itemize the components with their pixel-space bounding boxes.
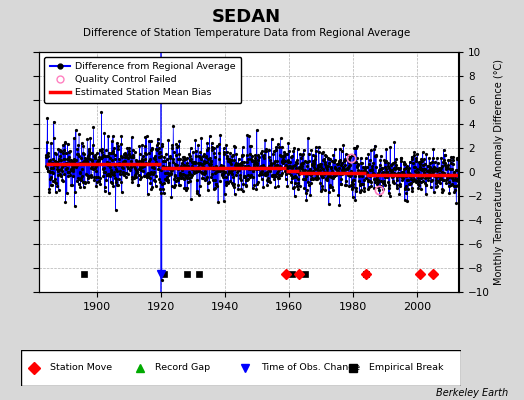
Text: Station Move: Station Move <box>50 364 112 372</box>
Text: SEDAN: SEDAN <box>212 8 281 26</box>
Text: Time of Obs. Change: Time of Obs. Change <box>261 364 360 372</box>
Legend: Difference from Regional Average, Quality Control Failed, Estimated Station Mean: Difference from Regional Average, Qualit… <box>44 57 242 103</box>
FancyBboxPatch shape <box>21 350 461 386</box>
Text: Record Gap: Record Gap <box>155 364 210 372</box>
Text: Difference of Station Temperature Data from Regional Average: Difference of Station Temperature Data f… <box>83 28 410 38</box>
Text: Berkeley Earth: Berkeley Earth <box>436 388 508 398</box>
Text: Empirical Break: Empirical Break <box>369 364 443 372</box>
Y-axis label: Monthly Temperature Anomaly Difference (°C): Monthly Temperature Anomaly Difference (… <box>494 59 504 285</box>
